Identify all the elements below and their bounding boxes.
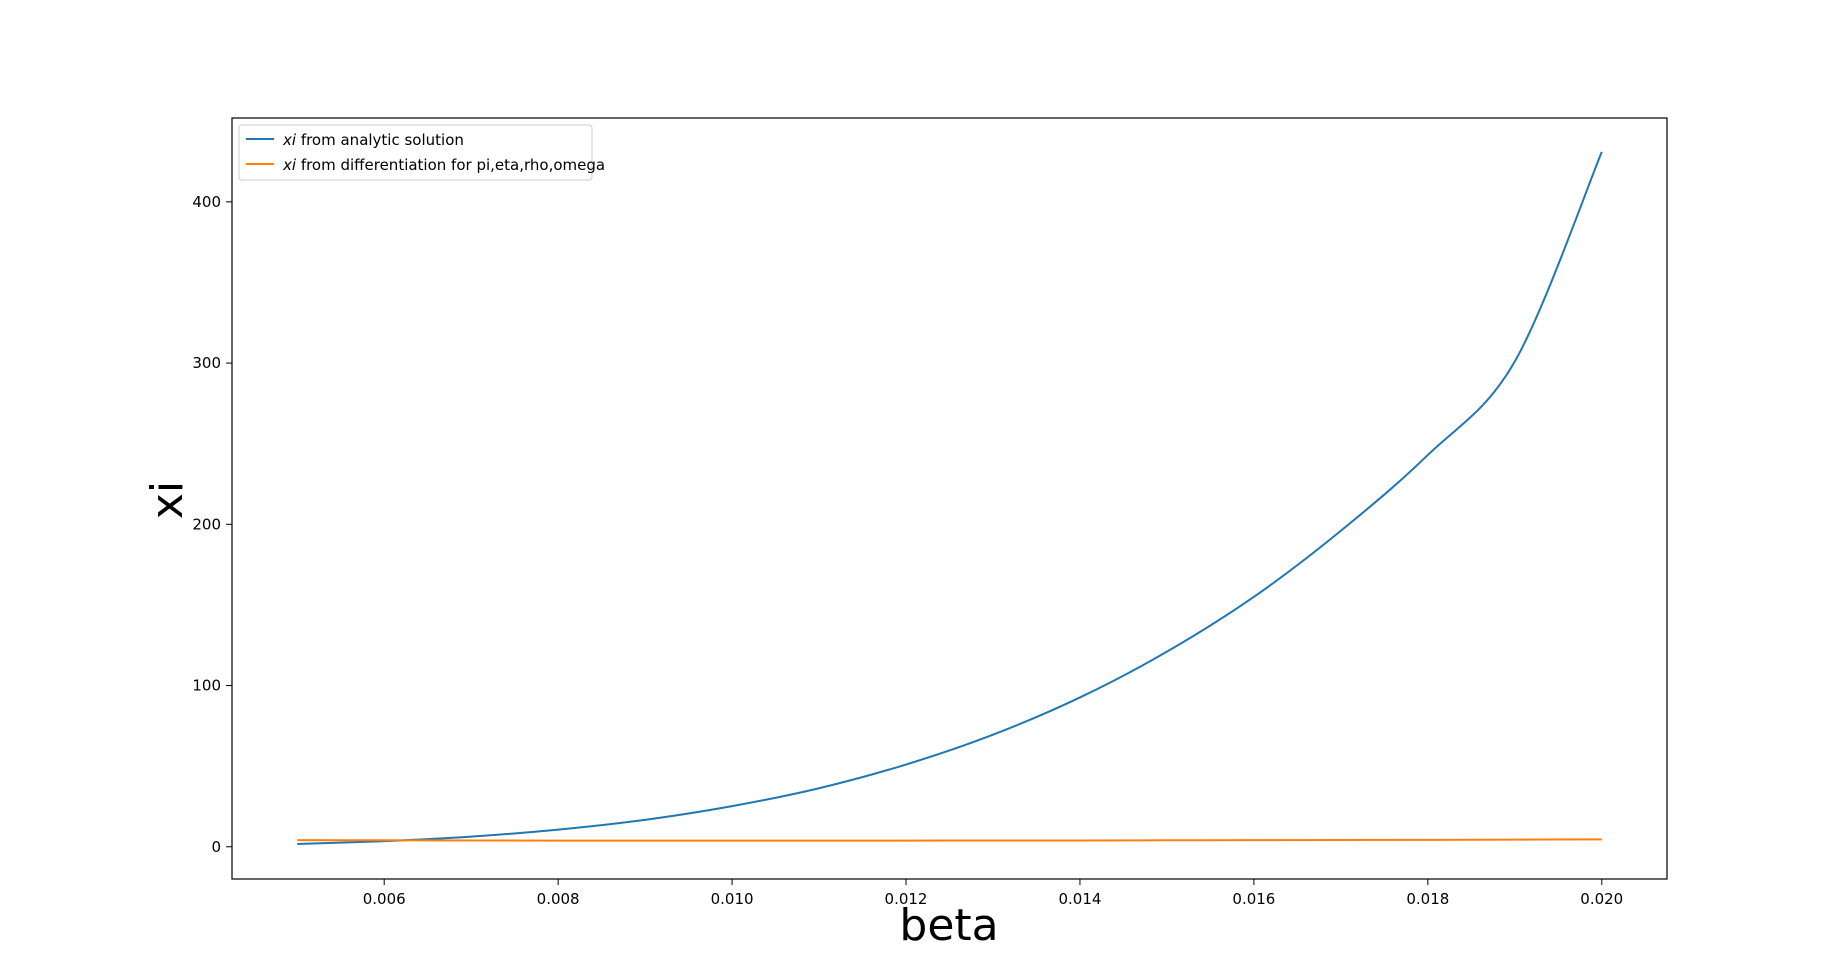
y-axis-ticks: 0 100 200 300 400: [192, 193, 232, 856]
legend-entry-differentiation: xi from differentiation for pi,eta,rho,o…: [282, 156, 605, 174]
x-tick-label: 0.010: [711, 890, 754, 908]
x-tick-label: 0.006: [363, 890, 406, 908]
x-tick-label: 0.014: [1058, 890, 1101, 908]
legend-entry-analytic-symbol: xi: [282, 131, 297, 149]
series-line-analytic: [297, 151, 1603, 846]
y-axis-label: xi: [142, 481, 193, 519]
legend-entry-analytic-text: from analytic solution: [296, 131, 464, 149]
legend-entry-differentiation-text: from differentiation for pi,eta,rho,omeg…: [296, 156, 605, 174]
x-tick-label: 0.012: [885, 890, 928, 908]
y-tick-label: 200: [192, 515, 221, 533]
y-tick-label: 100: [192, 677, 221, 695]
x-axis-label: beta: [899, 900, 998, 951]
x-tick-label: 0.018: [1406, 890, 1449, 908]
plot-area: [231, 117, 1668, 880]
x-tick-label: 0.008: [537, 890, 580, 908]
legend-box: [238, 124, 593, 181]
y-tick-label: 0: [211, 838, 221, 856]
legend: xi from analytic solution xi from differ…: [238, 124, 605, 181]
x-axis-ticks: 0.006 0.008 0.010 0.012 0.014 0.016 0.018 0.020: [363, 879, 1623, 908]
series-line-differentiation: [297, 838, 1602, 842]
x-tick-label: 0.020: [1580, 890, 1623, 908]
y-tick-label: 400: [192, 193, 221, 211]
legend-entry-analytic: xi from analytic solution: [282, 131, 464, 149]
y-tick-label: 300: [192, 354, 221, 372]
series-layer: [297, 151, 1603, 846]
legend-entry-differentiation-symbol: xi: [282, 156, 297, 174]
x-tick-label: 0.016: [1232, 890, 1275, 908]
